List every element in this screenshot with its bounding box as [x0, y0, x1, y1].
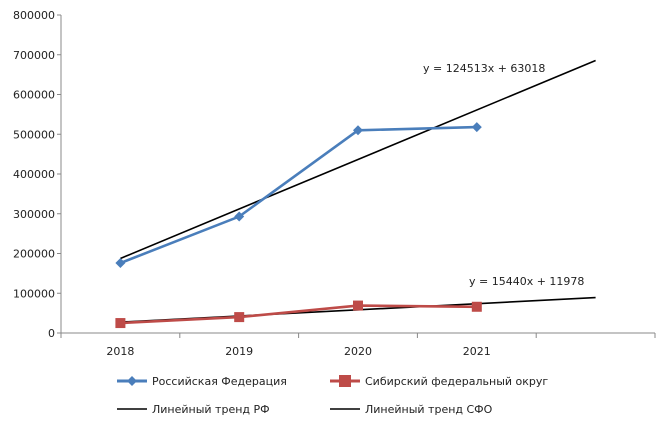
y-tick-label: 0 — [48, 327, 55, 340]
y-tick-label: 300000 — [13, 208, 55, 221]
legend-label: Сибирский федеральный округ — [365, 375, 548, 388]
trend-equation-label: y = 124513x + 63018 — [423, 62, 545, 75]
x-tick-label: 2021 — [463, 345, 491, 358]
data-point — [471, 301, 482, 312]
trend-equations: y = 124513x + 63018 y = 15440x + 11978 — [423, 62, 584, 288]
y-tick-label: 600000 — [13, 89, 55, 102]
legend-marker — [339, 375, 351, 387]
y-tick-label: 700000 — [13, 49, 55, 62]
trendline — [120, 59, 596, 260]
y-tick-label: 500000 — [13, 128, 55, 141]
y-tick-label: 100000 — [13, 287, 55, 300]
y-tick-label: 800000 — [13, 9, 55, 22]
data-point — [471, 122, 482, 133]
x-tick-label: 2019 — [225, 345, 253, 358]
legend-label: Российская Федерация — [152, 375, 287, 388]
data-point — [234, 211, 245, 222]
x-tick-label: 2018 — [106, 345, 134, 358]
y-tick-label: 400000 — [13, 168, 55, 181]
series-line — [119, 125, 477, 265]
legend-label: Линейный тренд РФ — [152, 403, 270, 416]
legend-label: Линейный тренд СФО — [365, 403, 493, 416]
trend-equation-label: y = 15440x + 11978 — [469, 275, 584, 288]
data-point — [353, 300, 363, 311]
series — [115, 122, 482, 329]
legend-marker — [127, 376, 137, 386]
y-tick-label: 200000 — [13, 248, 55, 261]
y-axis: 0 100000 200000 300000 400000 500000 600000 700… — [13, 9, 62, 340]
data-point — [353, 125, 363, 136]
data-point — [115, 318, 126, 329]
x-axis: 2018 2019 2020 2021 — [60, 332, 656, 358]
x-tick-label: 2020 — [344, 345, 372, 358]
series-line — [120, 304, 477, 325]
data-point — [234, 312, 245, 323]
legend: Российская Федерация Сибирский федеральны… — [117, 375, 548, 416]
data-point — [115, 258, 126, 269]
